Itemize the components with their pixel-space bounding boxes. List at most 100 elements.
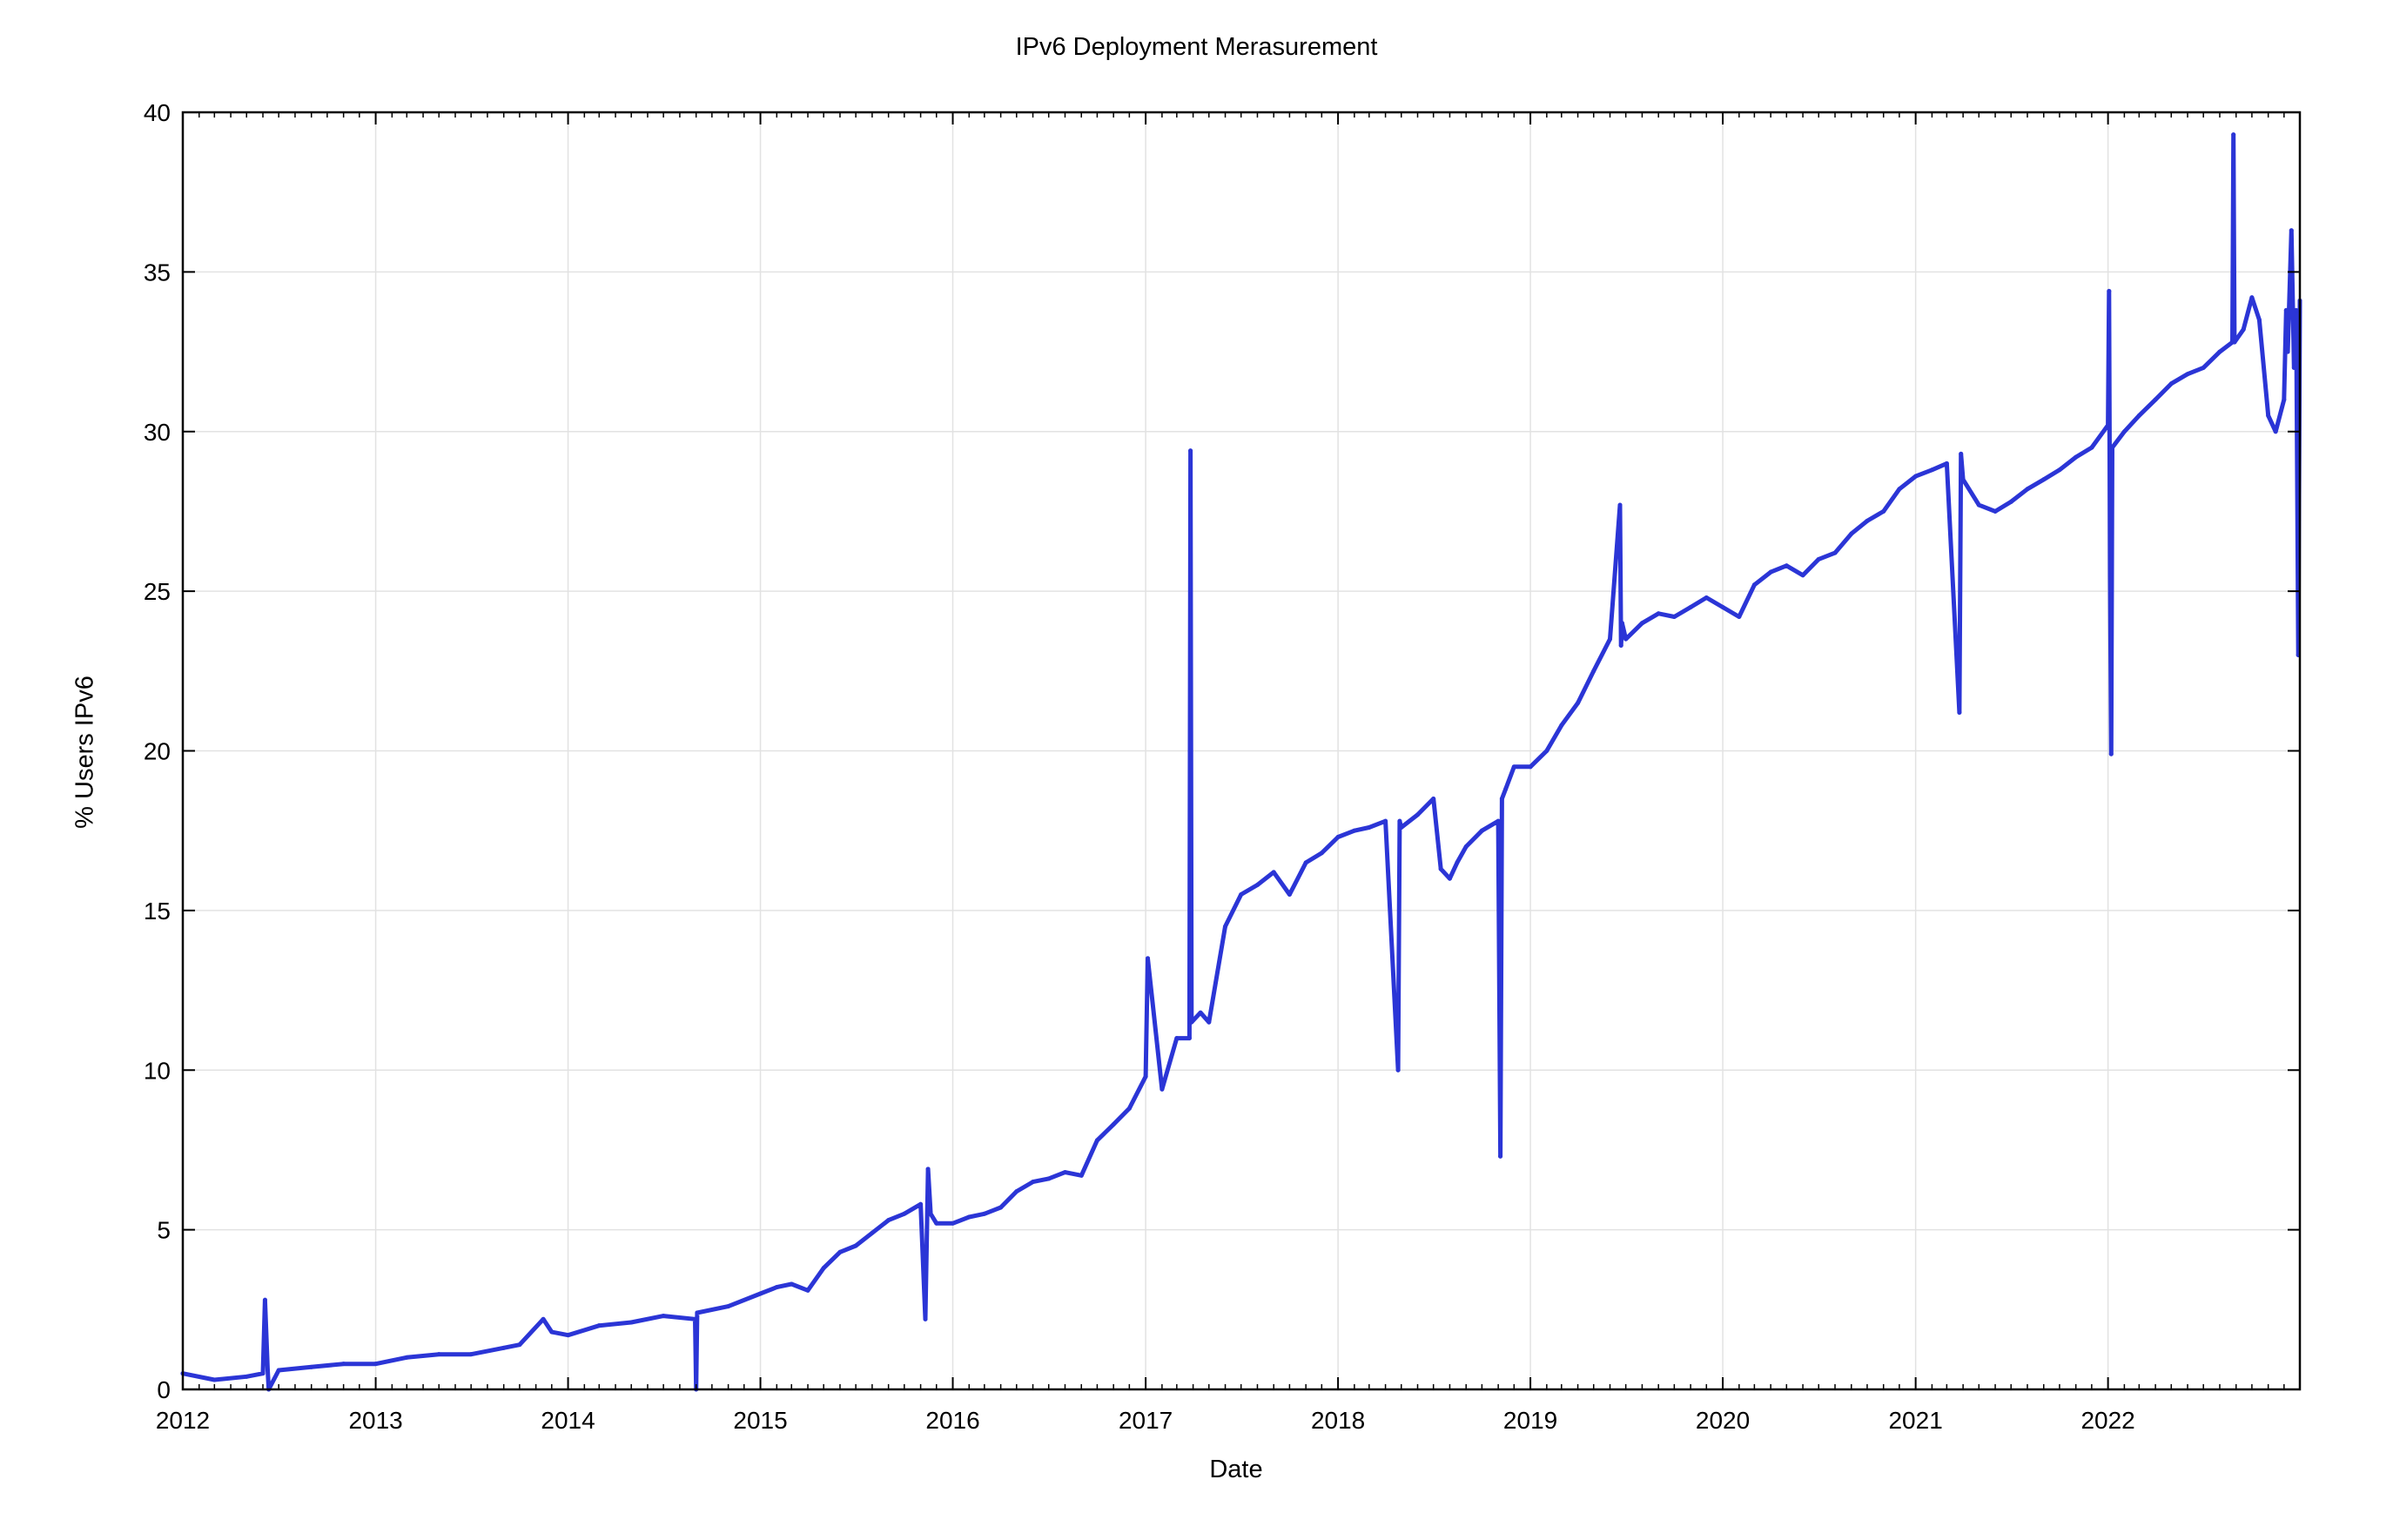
data-point — [276, 1368, 281, 1373]
x-tick-label: 2013 — [348, 1407, 402, 1434]
data-point — [1656, 611, 1661, 616]
data-point — [2109, 445, 2114, 450]
x-tick-label: 2012 — [156, 1407, 210, 1434]
data-point — [1800, 573, 1805, 578]
data-point — [902, 1211, 907, 1216]
data-point — [1496, 818, 1501, 824]
data-point — [1383, 818, 1388, 824]
y-tick-labels: 0 5 10 15 20 25 30 35 40 — [144, 99, 171, 1403]
data-point — [1623, 636, 1629, 642]
data-point — [1046, 1176, 1052, 1181]
data-point — [1618, 642, 1623, 648]
y-tick-label: 30 — [144, 419, 171, 446]
data-point — [1960, 477, 1966, 482]
data-point — [1511, 764, 1516, 770]
data-point — [265, 1368, 270, 1373]
data-point — [517, 1342, 522, 1348]
data-point — [1976, 502, 1981, 508]
data-point — [1174, 1036, 1180, 1041]
data-point — [1704, 595, 1709, 600]
x-tick-label: 2021 — [1888, 1407, 1942, 1434]
data-point — [1335, 835, 1341, 840]
data-point — [1607, 636, 1612, 642]
data-point — [1126, 1106, 1132, 1111]
data-point — [1617, 502, 1623, 508]
data-point — [1143, 1074, 1148, 1079]
data-point — [695, 1310, 700, 1315]
data-point — [2256, 317, 2262, 322]
data-point — [1463, 844, 1469, 850]
data-point — [789, 1281, 794, 1287]
data-point — [928, 1211, 933, 1216]
data-point — [628, 1320, 634, 1325]
data-point — [2089, 445, 2094, 450]
x-axis-label: Date — [1209, 1456, 1263, 1483]
data-point — [934, 1221, 939, 1226]
data-point — [1188, 448, 1193, 454]
data-point — [2201, 365, 2206, 370]
data-point — [774, 1285, 779, 1290]
data-point — [870, 1230, 875, 1235]
data-point — [1751, 582, 1757, 588]
data-point — [2168, 381, 2174, 387]
data-point — [2283, 307, 2289, 313]
data-point — [1111, 1122, 1116, 1127]
data-point — [1544, 749, 1549, 753]
data-point — [260, 1371, 266, 1376]
x-tick-label: 2017 — [1119, 1407, 1173, 1434]
data-point — [1503, 787, 1509, 792]
data-point — [837, 1249, 843, 1254]
data-point — [1944, 461, 1949, 466]
data-point — [1438, 866, 1443, 871]
data-point — [1160, 1086, 1165, 1092]
data-point — [1062, 1170, 1067, 1175]
data-point — [1720, 604, 1725, 609]
data-point — [1239, 892, 1244, 898]
data-point — [1397, 818, 1402, 824]
data-point — [2249, 295, 2255, 300]
data-point — [436, 1352, 441, 1357]
data-point — [1223, 924, 1228, 929]
data-point — [982, 1211, 987, 1216]
data-point — [1671, 614, 1677, 619]
y-tick-label: 5 — [157, 1217, 171, 1244]
data-point — [1959, 451, 1964, 456]
data-point — [1688, 604, 1693, 609]
data-point — [1865, 518, 1870, 523]
data-point — [1367, 825, 1372, 831]
data-point — [2185, 372, 2190, 377]
data-point — [2266, 413, 2271, 418]
data-point — [2153, 397, 2158, 402]
data-point — [341, 1362, 346, 1367]
data-point — [1591, 669, 1596, 674]
data-point — [853, 1243, 858, 1248]
data-point — [2041, 477, 2047, 482]
data-point — [998, 1205, 1004, 1210]
data-point — [1849, 531, 1854, 536]
data-point — [1271, 870, 1276, 875]
data-point — [1498, 1153, 1503, 1159]
data-point — [1186, 1036, 1192, 1041]
data-point — [821, 1266, 826, 1271]
data-point — [1993, 508, 1998, 514]
data-point — [2074, 454, 2079, 460]
data-point — [1431, 797, 1436, 802]
x-tick-label: 2022 — [2080, 1407, 2134, 1434]
data-point — [549, 1329, 555, 1335]
data-point — [1303, 860, 1308, 865]
axis-ticks — [182, 111, 2300, 1390]
data-point — [805, 1288, 810, 1293]
data-point — [2282, 397, 2287, 402]
data-point — [1189, 1019, 1194, 1025]
data-point — [1198, 1010, 1203, 1015]
data-point — [262, 1297, 267, 1302]
series-line — [180, 132, 2302, 1392]
data-point — [726, 1304, 731, 1309]
data-point — [1415, 812, 1421, 817]
y-tick-label: 0 — [157, 1376, 171, 1403]
data-point — [1319, 851, 1324, 856]
data-point — [1479, 828, 1484, 833]
data-point — [1559, 723, 1564, 728]
data-point — [373, 1362, 379, 1367]
